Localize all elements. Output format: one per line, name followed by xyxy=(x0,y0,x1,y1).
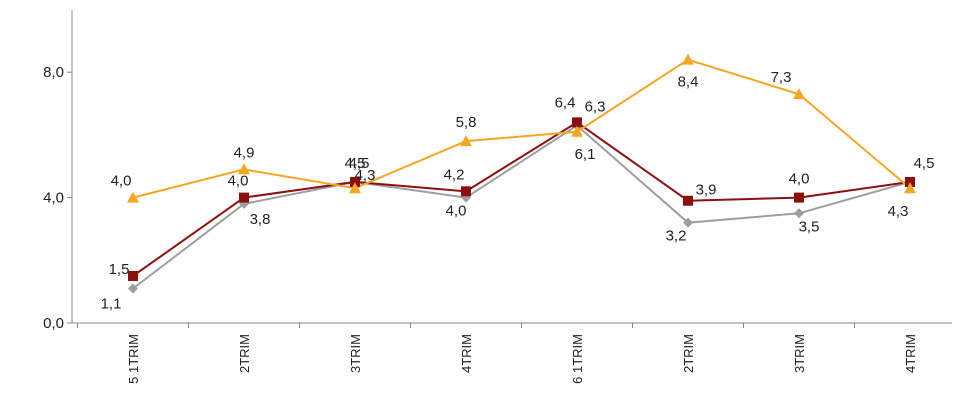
x-category-label: 6 1TRIM xyxy=(570,334,585,384)
data-label: 3,2 xyxy=(666,228,687,245)
data-point-square xyxy=(794,192,804,203)
data-label: 6,1 xyxy=(575,146,596,163)
data-label: 6,3 xyxy=(585,98,606,115)
data-label: 4,9 xyxy=(234,144,255,161)
data-label: 6,4 xyxy=(555,94,576,111)
y-tick-label: 0,0 xyxy=(43,315,64,332)
x-category-label: 2TRIM xyxy=(681,334,696,373)
data-label: 8,4 xyxy=(678,74,699,91)
data-label: 4,5 xyxy=(914,155,935,172)
x-category-label: 5 1TRIM xyxy=(126,334,141,384)
data-point-triangle xyxy=(571,125,583,137)
series-line-diamond xyxy=(132,124,911,290)
data-label: 4,5 xyxy=(345,155,366,172)
data-point-square xyxy=(572,117,582,128)
data-point-triangle xyxy=(238,163,250,175)
data-point-triangle xyxy=(682,53,694,65)
x-category-label: 3TRIM xyxy=(792,334,807,373)
data-label: 5,8 xyxy=(456,114,477,131)
data-label: 4,3 xyxy=(888,203,909,220)
data-point-triangle xyxy=(460,135,472,147)
data-label: 3,8 xyxy=(250,211,271,228)
x-category-label: 4TRIM xyxy=(903,334,918,373)
data-point-square xyxy=(683,195,693,206)
data-point-diamond xyxy=(128,283,138,294)
data-label: 4,0 xyxy=(789,171,810,188)
data-point-square xyxy=(239,192,249,203)
series-line-square xyxy=(132,121,911,277)
data-point-square xyxy=(350,176,360,187)
data-label: 4,2 xyxy=(444,166,465,183)
data-point-square xyxy=(905,176,915,187)
series-line-triangle xyxy=(132,58,911,199)
data-label: 4,3 xyxy=(355,167,376,184)
y-tick-label: 8,0 xyxy=(43,64,64,81)
data-point-triangle xyxy=(127,191,139,203)
y-tick-label: 4,0 xyxy=(43,190,64,207)
x-category-label: 2TRIM xyxy=(237,334,252,373)
data-label: 1,5 xyxy=(109,261,130,278)
x-category-label: 4TRIM xyxy=(459,334,474,373)
data-point-square xyxy=(461,186,471,197)
data-point-triangle xyxy=(904,182,916,194)
data-label: 3,5 xyxy=(799,218,820,235)
data-label: 4,0 xyxy=(446,203,467,220)
data-point-diamond xyxy=(794,208,804,219)
data-label: 7,3 xyxy=(771,69,792,86)
data-point-square xyxy=(128,270,138,281)
data-label: 4,5 xyxy=(349,155,370,172)
data-label: 1,1 xyxy=(101,296,122,313)
data-label: 4,0 xyxy=(228,173,249,190)
data-point-triangle xyxy=(793,88,805,100)
data-point-diamond xyxy=(683,217,693,228)
data-label: 4,0 xyxy=(111,173,132,190)
x-category-label: 3TRIM xyxy=(348,334,363,373)
data-point-triangle xyxy=(349,182,361,194)
data-label: 3,9 xyxy=(696,182,717,199)
